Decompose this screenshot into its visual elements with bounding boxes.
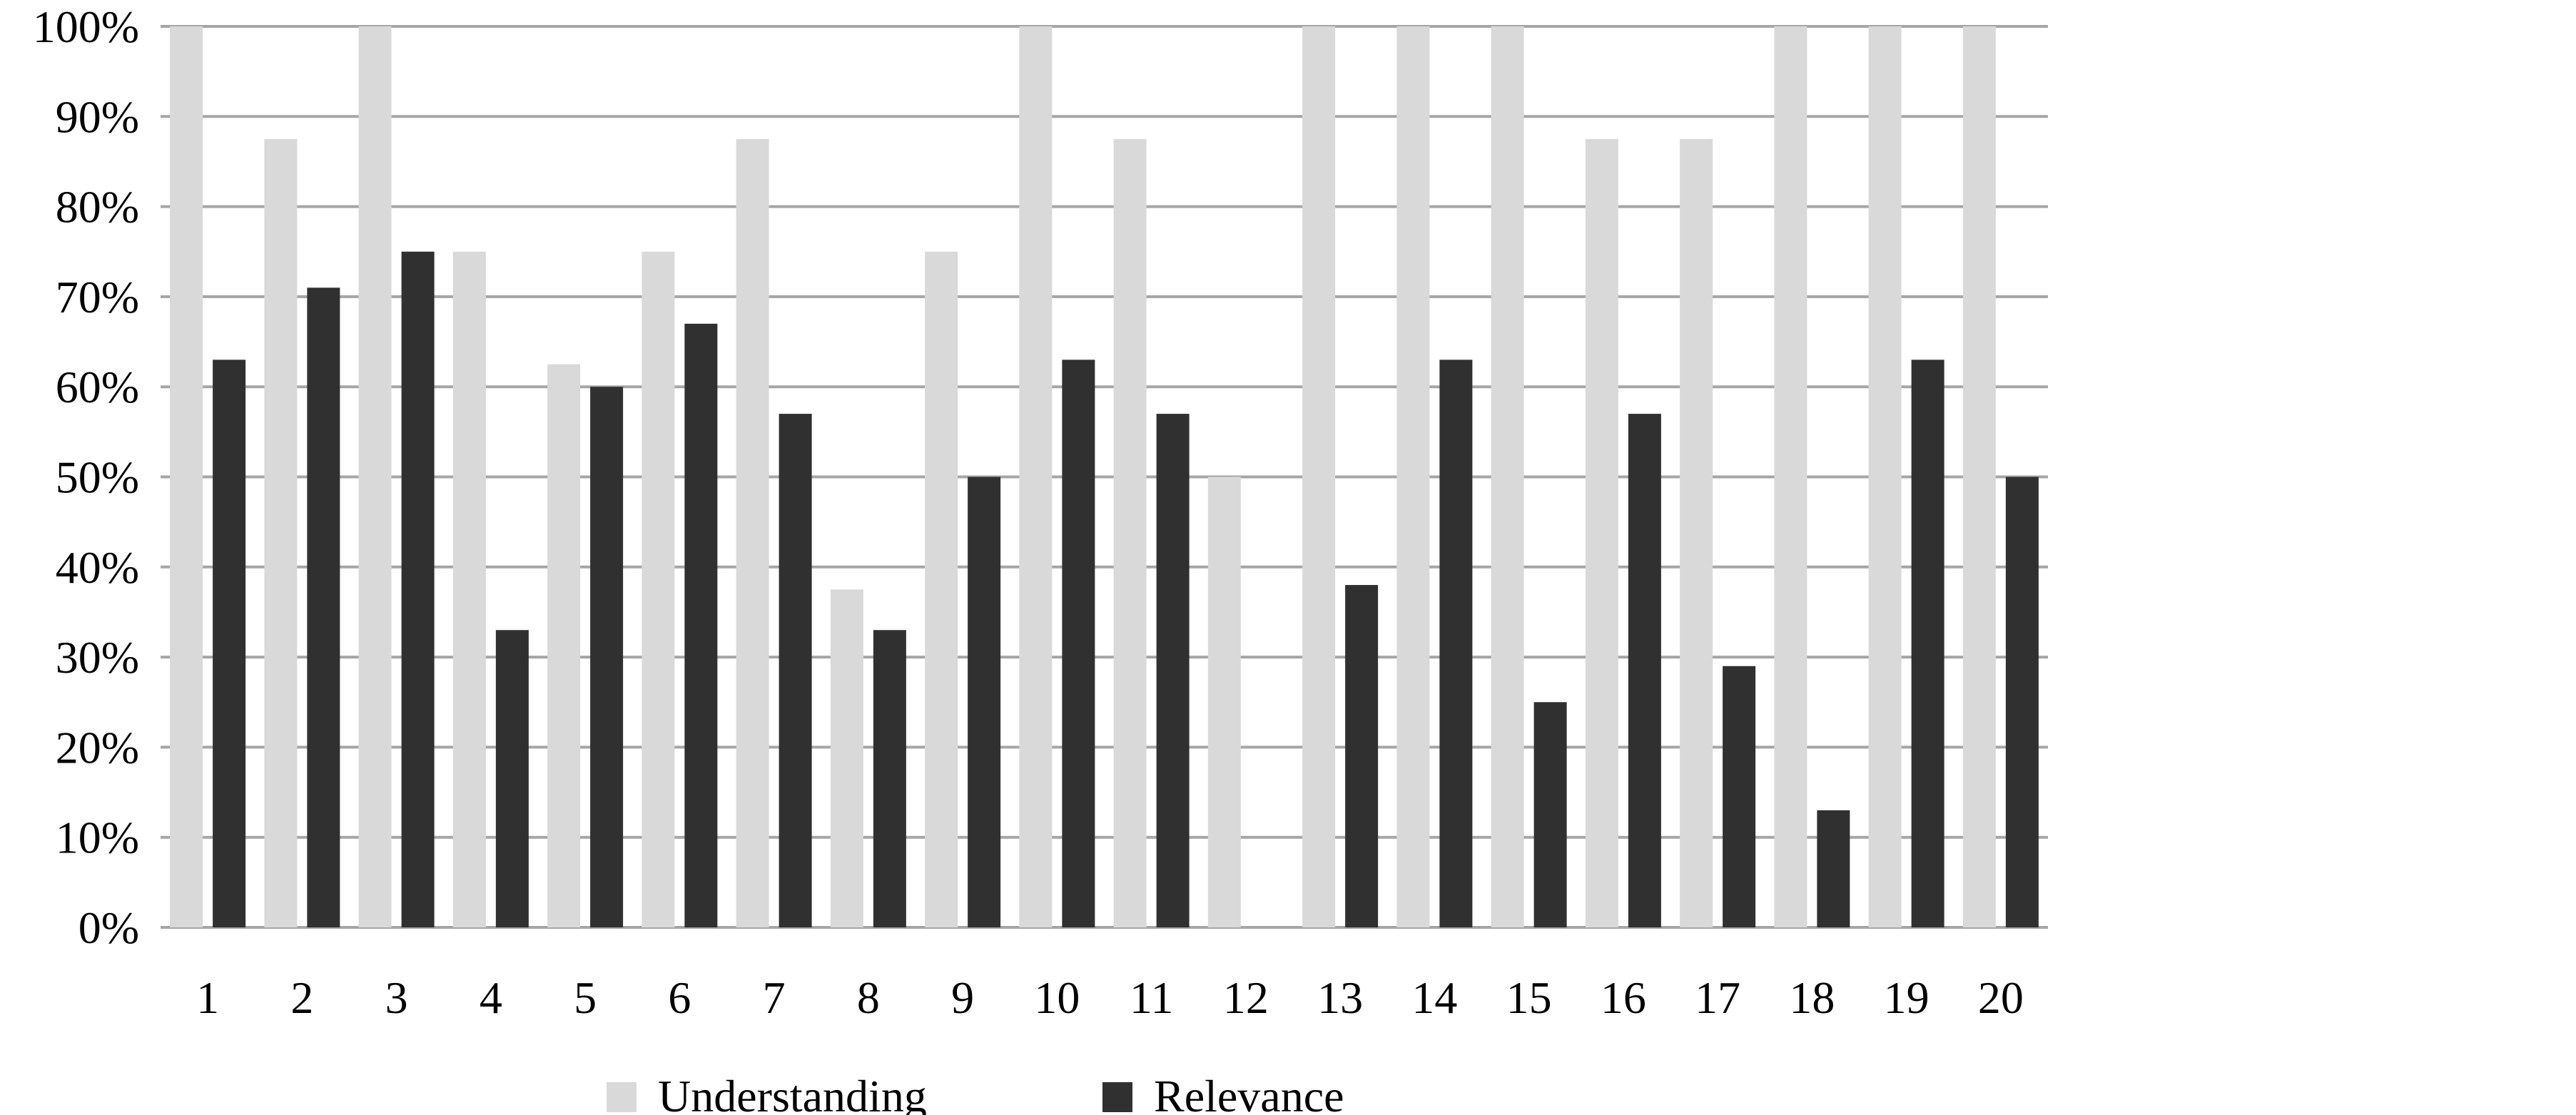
y-tick-label: 80% [56,182,139,233]
x-tick-label: 1 [196,972,219,1023]
y-tick-label: 90% [56,91,139,142]
bar-relevance-4 [495,630,529,927]
y-tick-label: 20% [56,722,139,773]
x-tick-label: 8 [857,972,880,1023]
bar-relevance-13 [1345,585,1379,927]
bar-understanding-2 [264,138,298,927]
y-tick-label: 30% [56,632,139,683]
bar-understanding-11 [1113,138,1147,927]
bar-relevance-1 [213,360,246,927]
x-tick-label: 15 [1506,972,1552,1023]
bar-relevance-5 [590,387,624,927]
x-tick-label: 6 [668,972,691,1023]
x-axis: 1 2 3 4 5 6 7 8 9 10 11 12 13 14 15 16 17 18 19 20 [196,972,2024,1023]
bar-relevance-7 [779,414,812,927]
y-tick-label: 40% [56,542,139,593]
bar-relevance-2 [307,287,340,927]
legend-label-understanding: Understanding [658,1071,927,1115]
x-tick-label: 14 [1411,972,1457,1023]
bar-understanding-17 [1680,138,1713,927]
bar-understanding-15 [1491,26,1524,927]
bar-understanding-6 [642,251,675,927]
bar-relevance-10 [1062,360,1095,927]
y-tick-label: 10% [56,813,139,863]
x-tick-label: 2 [290,972,313,1023]
x-tick-label: 13 [1317,972,1363,1023]
legend-label-relevance: Relevance [1154,1071,1344,1115]
y-tick-label: 60% [56,362,139,412]
bar-relevance-15 [1533,702,1567,927]
y-tick-label: 70% [56,272,139,322]
legend-swatch-understanding [607,1082,637,1112]
x-tick-label: 7 [763,972,786,1023]
bar-relevance-19 [1911,360,1944,927]
x-tick-label: 12 [1223,972,1269,1023]
bar-understanding-12 [1207,477,1241,927]
bar-relevance-6 [684,323,718,927]
bar-relevance-9 [968,477,1001,927]
bar-understanding-8 [830,589,863,927]
bar-relevance-18 [1817,810,1850,927]
x-tick-label: 9 [951,972,974,1023]
bar-relevance-8 [873,630,906,927]
x-tick-label: 17 [1695,972,1740,1023]
x-tick-label: 3 [385,972,408,1023]
y-tick-label: 50% [56,452,139,503]
bar-understanding-3 [358,26,392,927]
bar-understanding-4 [452,251,486,927]
bar-understanding-1 [170,26,203,927]
y-tick-label: 0% [78,902,139,953]
bar-relevance-3 [401,251,435,927]
x-tick-label: 5 [574,972,597,1023]
x-tick-label: 4 [480,972,502,1023]
bar-understanding-16 [1585,138,1618,927]
x-tick-label: 18 [1789,972,1835,1023]
bar-understanding-7 [736,138,769,927]
bar-relevance-20 [2005,477,2039,927]
legend: Understanding Relevance [607,1071,1344,1115]
bar-understanding-13 [1302,26,1336,927]
x-tick-label: 10 [1034,972,1080,1023]
bar-understanding-10 [1019,26,1053,927]
bar-understanding-14 [1396,26,1430,927]
bar-understanding-18 [1774,26,1807,927]
x-tick-label: 11 [1130,972,1174,1023]
x-tick-label: 19 [1884,972,1930,1023]
bar-relevance-16 [1628,414,1661,927]
y-tick-label: 100% [33,1,139,52]
bar-relevance-11 [1156,414,1190,927]
y-axis: 0% 10% 20% 30% 40% 50% 60% 70% 80% 90% 100% [33,1,139,953]
bar-understanding-5 [547,364,581,927]
x-tick-label: 16 [1601,972,1646,1023]
bar-understanding-20 [1962,26,1996,927]
gridlines [161,25,2048,929]
bars [170,26,2039,927]
legend-swatch-relevance [1102,1082,1132,1112]
bar-understanding-19 [1868,26,1902,927]
bar-understanding-9 [925,251,958,927]
x-tick-label: 20 [1978,972,2024,1023]
bar-relevance-14 [1439,360,1473,927]
bar-relevance-17 [1723,666,1756,927]
